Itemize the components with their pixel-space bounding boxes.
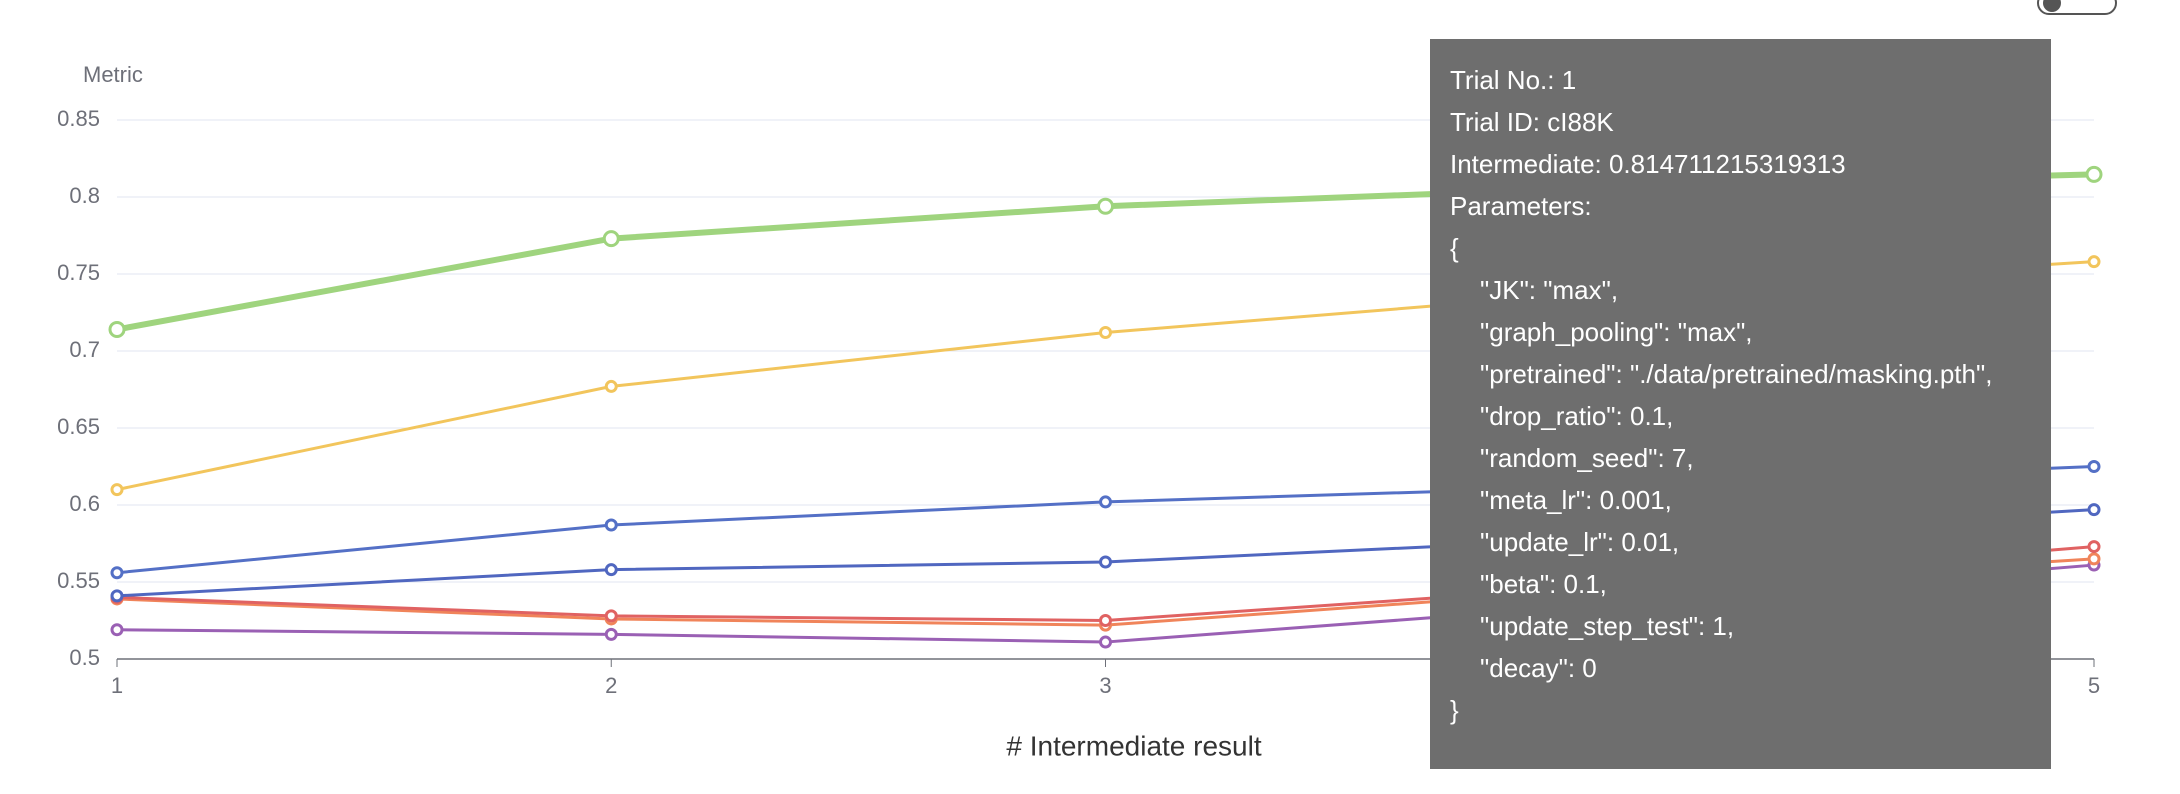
y-tick-label: 0.75 (57, 260, 100, 285)
tooltip-line: Trial No.: 1 (1450, 65, 1577, 95)
y-axis-label: Metric (83, 62, 143, 87)
point (2087, 460, 2101, 473)
tooltip-param: "JK": "max", (1480, 275, 1619, 305)
point (1099, 326, 1112, 340)
tooltip-param: "decay": 0 (1480, 653, 1597, 683)
tooltip-param: "update_lr": 0.01, (1480, 527, 1680, 557)
x-axis-label: # Intermediate result (1006, 730, 1261, 761)
point (110, 589, 124, 603)
x-tick-label: 1 (111, 673, 123, 698)
tooltip-line: Trial ID: cI88K (1450, 107, 1614, 137)
x-tick-label: 5 (2088, 673, 2100, 698)
point (1099, 614, 1112, 627)
point (2085, 165, 2103, 183)
point (1099, 555, 1112, 569)
tooltip-line: { (1450, 233, 1459, 263)
tooltip-param: "meta_lr": 0.001, (1480, 485, 1672, 515)
y-tick-label: 0.65 (57, 414, 100, 439)
point (602, 230, 620, 248)
y-tick-label: 0.8 (69, 183, 100, 208)
x-tick-label: 2 (605, 673, 617, 698)
tooltip-param: "update_step_test": 1, (1480, 611, 1735, 641)
point (604, 379, 618, 393)
y-tick-label: 0.7 (69, 337, 100, 362)
point (2087, 552, 2101, 566)
tooltip-param: "drop_ratio": 0.1, (1480, 401, 1674, 431)
tooltip: Trial No.: 1 Trial ID: cI88K Intermediate:… (1430, 39, 2051, 769)
point (604, 609, 618, 623)
point (604, 627, 618, 641)
y-tick-label: 0.55 (57, 568, 100, 593)
toggle-knob (2043, 0, 2061, 12)
point (2087, 255, 2101, 269)
point (2087, 503, 2101, 517)
tooltip-line: Intermediate: 0.814711215319313 (1450, 149, 1846, 179)
point (110, 566, 124, 580)
point (604, 563, 618, 577)
tooltip-param: "random_seed": 7, (1480, 443, 1694, 473)
tooltip-line: Parameters: (1450, 191, 1592, 221)
y-tick-label: 0.5 (69, 645, 100, 670)
point (1099, 635, 1112, 649)
point (2087, 540, 2101, 554)
x-tick-label: 3 (1099, 673, 1111, 698)
y-tick-label: 0.6 (69, 491, 100, 516)
tooltip-line: } (1450, 695, 1459, 725)
point (604, 518, 618, 532)
tooltip-param: "beta": 0.1, (1480, 569, 1607, 599)
tooltip-param: "graph_pooling": "max", (1480, 317, 1753, 347)
point (110, 483, 124, 497)
y-tick-label: 0.85 (57, 106, 100, 131)
point (108, 320, 126, 338)
tooltip-param: "pretrained": "./data/pretrained/masking… (1480, 359, 1993, 389)
point (1099, 495, 1112, 509)
point (110, 623, 124, 637)
point (1097, 197, 1114, 215)
